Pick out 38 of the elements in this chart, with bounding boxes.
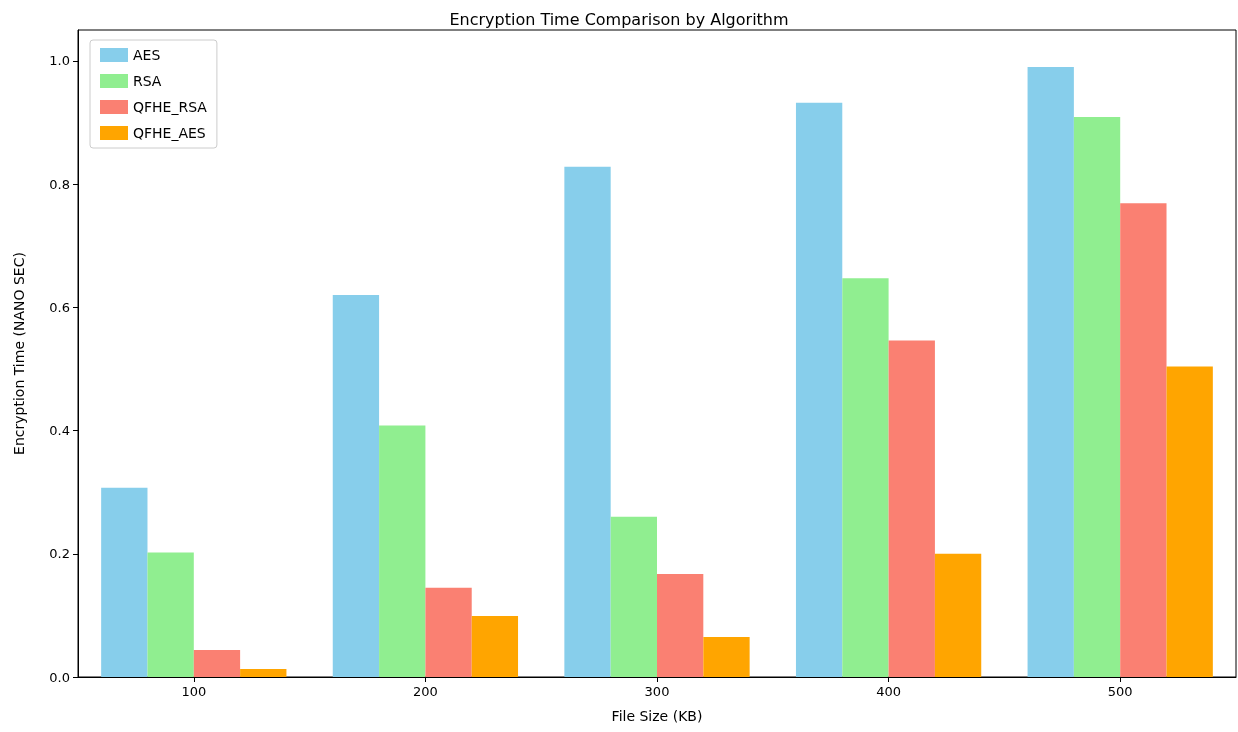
legend-label: QFHE_RSA	[133, 99, 208, 115]
y-tick-label: 1.0	[49, 53, 70, 69]
bar	[1166, 366, 1213, 677]
bar	[610, 516, 657, 677]
legend-label: RSA	[133, 73, 162, 89]
bar	[795, 102, 843, 677]
bar	[425, 587, 472, 677]
x-tick-label: 200	[412, 684, 438, 699]
bar	[657, 574, 704, 677]
bar	[471, 616, 519, 677]
x-tick-label: 500	[1107, 684, 1133, 699]
x-tick-label: 100	[181, 684, 207, 699]
bar	[240, 668, 287, 677]
x-axis-title: File Size (KB)	[611, 708, 703, 724]
legend-label: QFHE_AES	[133, 125, 206, 141]
bar	[1073, 116, 1121, 677]
y-tick-label: 0.8	[49, 176, 70, 192]
legend-label: AES	[133, 47, 161, 63]
bar	[934, 553, 982, 677]
y-axis-title: Encryption Time (NANO SEC)	[11, 252, 27, 455]
y-tick-label: 0.6	[49, 299, 70, 315]
bar	[101, 487, 148, 677]
bar	[379, 425, 426, 677]
chart-title: Encryption Time Comparison by Algorithm	[449, 9, 789, 29]
bar	[842, 278, 889, 677]
bar	[703, 636, 750, 677]
x-tick-label: 400	[876, 684, 902, 699]
bar	[147, 552, 194, 677]
bar	[564, 166, 611, 677]
y-tick-label: 0.0	[49, 669, 70, 685]
bar	[888, 340, 935, 677]
bar	[332, 294, 380, 677]
y-tick-label: 0.2	[49, 546, 70, 562]
bar	[193, 649, 241, 677]
x-tick-label: 300	[644, 684, 670, 699]
bar	[1027, 66, 1074, 677]
bar	[1120, 203, 1167, 677]
y-tick-label: 0.4	[49, 423, 70, 439]
